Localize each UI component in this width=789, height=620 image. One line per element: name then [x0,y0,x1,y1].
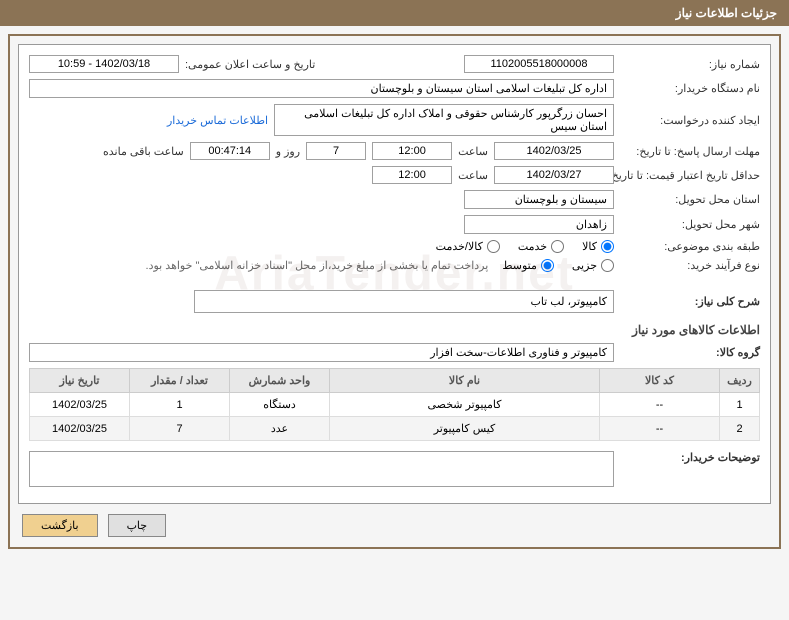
row-purchase-type: نوع فرآیند خرید: جزیی متوسط پرداخت تمام … [29,259,760,272]
purchase-radio-minor-input[interactable] [601,259,614,272]
response-deadline-days: 7 [306,142,366,160]
goods-group-value: کامپیوتر و فناوری اطلاعات-سخت افزار [29,343,614,362]
price-validity-date: 1402/03/27 [494,166,614,184]
back-button[interactable]: بازگشت [22,514,98,537]
announce-datetime-value: 1402/03/18 - 10:59 [29,55,179,73]
response-deadline-label: مهلت ارسال پاسخ: تا تاریخ: [620,145,760,158]
row-delivery-province: استان محل تحویل: سیستان و بلوچستان [29,190,760,209]
delivery-city-label: شهر محل تحویل: [620,218,760,231]
buyer-org-label: نام دستگاه خریدار: [620,82,760,95]
category-radio-service[interactable]: خدمت [518,240,564,253]
table-header-row: ردیف کد کالا نام کالا واحد شمارش تعداد /… [30,369,760,393]
goods-group-label: گروه کالا: [620,346,760,359]
category-radio-group: کالا خدمت کالا/خدمت [436,240,614,253]
row-response-deadline: مهلت ارسال پاسخ: تا تاریخ: 1402/03/25 سا… [29,142,760,160]
row-need-desc: شرح کلی نیاز: کامپیوتر، لب تاب [29,290,760,313]
category-radio-goods-input[interactable] [601,240,614,253]
need-number-value: 1102005518000008 [464,55,614,73]
row-requester: ایجاد کننده درخواست: احسان زرگرپور کارشن… [29,104,760,136]
response-time-label: ساعت [458,145,488,158]
th-qty: تعداد / مقدار [130,369,230,393]
response-deadline-time: 12:00 [372,142,452,160]
price-validity-time-label: ساعت [458,169,488,182]
row-buyer-notes: توضیحات خریدار: [29,451,760,487]
button-row: چاپ بازگشت [22,514,767,537]
delivery-city-value: زاهدان [464,215,614,234]
purchase-radio-minor[interactable]: جزیی [572,259,614,272]
requester-value: احسان زرگرپور کارشناس حقوقی و املاک ادار… [274,104,614,136]
response-remaining-label: ساعت باقی مانده [103,145,184,158]
purchase-type-radio-group: جزیی متوسط [502,259,614,272]
row-need-number: شماره نیاز: 1102005518000008 تاریخ و ساع… [29,55,760,73]
purchase-radio-medium[interactable]: متوسط [502,259,554,272]
th-code: کد کالا [600,369,720,393]
th-name: نام کالا [330,369,600,393]
category-radio-service-input[interactable] [551,240,564,253]
table-row: 1 -- کامپیوتر شخصی دستگاه 1 1402/03/25 [30,393,760,417]
row-goods-group: گروه کالا: کامپیوتر و فناوری اطلاعات-سخت… [29,343,760,362]
buyer-notes-label: توضیحات خریدار: [620,451,760,464]
purchase-type-label: نوع فرآیند خرید: [620,259,760,272]
print-button[interactable]: چاپ [108,514,167,537]
need-desc-value: کامپیوتر، لب تاب [194,290,614,313]
category-label: طبقه بندی موضوعی: [620,240,760,253]
row-category: طبقه بندی موضوعی: کالا خدمت کالا/خدمت [29,240,760,253]
buyer-notes-box [29,451,614,487]
response-days-label: روز و [276,145,300,158]
row-price-validity: حداقل تاریخ اعتبار قیمت: تا تاریخ: 1402/… [29,166,760,184]
th-date: تاریخ نیاز [30,369,130,393]
need-desc-label: شرح کلی نیاز: [620,295,760,308]
row-buyer-org: نام دستگاه خریدار: اداره کل تبلیغات اسلا… [29,79,760,98]
header-title: جزئیات اطلاعات نیاز [676,6,777,20]
category-radio-both[interactable]: کالا/خدمت [436,240,500,253]
outer-container: AriaTender.net شماره نیاز: 1102005518000… [8,34,781,549]
response-remaining: 00:47:14 [190,142,270,160]
goods-table-wrap: ردیف کد کالا نام کالا واحد شمارش تعداد /… [29,368,760,441]
delivery-province-value: سیستان و بلوچستان [464,190,614,209]
th-index: ردیف [720,369,760,393]
need-number-label: شماره نیاز: [620,58,760,71]
page-header: جزئیات اطلاعات نیاز [0,0,789,26]
goods-info-title: اطلاعات کالاهای مورد نیاز [29,323,760,337]
category-radio-both-input[interactable] [487,240,500,253]
purchase-type-note: پرداخت تمام یا بخشی از مبلغ خرید،از محل … [146,259,489,272]
category-radio-goods[interactable]: کالا [582,240,614,253]
response-deadline-date: 1402/03/25 [494,142,614,160]
contact-link[interactable]: اطلاعات تماس خریدار [167,114,268,127]
price-validity-time: 12:00 [372,166,452,184]
delivery-province-label: استان محل تحویل: [620,193,760,206]
price-validity-label: حداقل تاریخ اعتبار قیمت: تا تاریخ: [620,169,760,182]
table-row: 2 -- کیس کامپیوتر عدد 7 1402/03/25 [30,417,760,441]
row-delivery-city: شهر محل تحویل: زاهدان [29,215,760,234]
goods-table: ردیف کد کالا نام کالا واحد شمارش تعداد /… [29,368,760,441]
details-panel: AriaTender.net شماره نیاز: 1102005518000… [18,44,771,504]
purchase-radio-medium-input[interactable] [541,259,554,272]
announce-datetime-label: تاریخ و ساعت اعلان عمومی: [185,58,315,71]
requester-label: ایجاد کننده درخواست: [620,114,760,127]
th-unit: واحد شمارش [230,369,330,393]
buyer-org-value: اداره کل تبلیغات اسلامی استان سیستان و ب… [29,79,614,98]
